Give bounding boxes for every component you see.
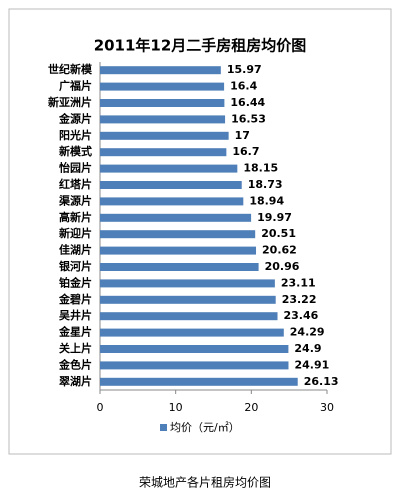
legend-swatch xyxy=(160,424,167,431)
chart-title: 2011年12月二手房租房均价图 xyxy=(94,37,307,55)
y-tick-label: 渠源片 xyxy=(59,193,92,207)
value-label: 16.4 xyxy=(230,80,257,93)
y-tick-label: 高新片 xyxy=(59,210,92,224)
bar xyxy=(100,181,242,189)
y-tick-label: 怡园片 xyxy=(59,161,92,175)
x-tick-label: 0 xyxy=(97,401,104,414)
value-label: 24.29 xyxy=(290,326,325,339)
y-tick-label: 吴井片 xyxy=(59,308,92,322)
bar xyxy=(100,263,259,271)
value-label: 16.7 xyxy=(232,145,259,158)
y-tick-label: 新迎片 xyxy=(59,226,92,240)
value-label: 19.97 xyxy=(257,211,292,224)
bar xyxy=(100,115,226,124)
value-label: 23.46 xyxy=(284,309,319,322)
value-label: 17 xyxy=(235,129,250,142)
bar xyxy=(100,66,221,75)
value-label: 18.15 xyxy=(243,162,278,175)
bar xyxy=(100,230,256,239)
y-tick-label: 银河片 xyxy=(59,259,92,273)
y-tick-label: 金源片 xyxy=(58,111,92,125)
y-tick-label: 翠湖片 xyxy=(59,374,92,388)
y-tick-label: 红塔片 xyxy=(59,177,92,191)
x-tick-label: 20 xyxy=(244,401,258,414)
bar xyxy=(100,82,225,91)
value-label: 24.91 xyxy=(294,358,329,371)
legend-label: 均价（元/㎡） xyxy=(170,421,240,434)
x-tick-label: 30 xyxy=(320,401,334,414)
bar xyxy=(100,213,252,222)
bar xyxy=(100,345,289,353)
value-label: 20.96 xyxy=(265,260,300,273)
value-label: 20.62 xyxy=(262,244,297,257)
value-label: 24.9 xyxy=(294,342,321,355)
y-tick-label: 铂金片 xyxy=(59,275,92,289)
bar xyxy=(100,361,289,370)
caption: 荣城地产各片租房均价图 xyxy=(139,475,271,490)
value-label: 23.22 xyxy=(282,293,317,306)
value-label: 20.51 xyxy=(261,227,296,240)
value-label: 16.53 xyxy=(231,112,266,125)
bar xyxy=(100,312,278,321)
y-tick-label: 广福片 xyxy=(59,79,92,93)
value-label: 16.44 xyxy=(230,96,265,109)
y-tick-label: 金碧片 xyxy=(58,292,92,306)
bar xyxy=(100,148,227,157)
value-label: 18.73 xyxy=(248,178,283,191)
y-tick-label: 佳湖片 xyxy=(59,243,92,257)
bar xyxy=(100,99,225,107)
value-label: 23.11 xyxy=(281,276,316,289)
bar xyxy=(100,197,244,206)
bar xyxy=(100,377,298,386)
value-label: 26.13 xyxy=(304,375,339,388)
y-tick-label: 新模式 xyxy=(59,144,92,158)
bar xyxy=(100,328,284,337)
y-tick-label: 新亚洲片 xyxy=(48,95,92,109)
bar xyxy=(100,131,229,140)
y-tick-label: 世纪新模 xyxy=(48,62,93,76)
y-tick-label: 关上片 xyxy=(59,341,92,355)
y-tick-label: 金色片 xyxy=(58,357,92,371)
value-label: 18.94 xyxy=(249,194,284,207)
x-tick-label: 10 xyxy=(169,401,183,414)
bar xyxy=(100,246,257,255)
y-tick-label: 金星片 xyxy=(58,325,92,339)
bar xyxy=(100,164,238,173)
bar xyxy=(100,295,276,304)
y-tick-label: 阳光片 xyxy=(59,128,92,142)
value-label: 15.97 xyxy=(227,63,262,76)
bar xyxy=(100,279,275,288)
